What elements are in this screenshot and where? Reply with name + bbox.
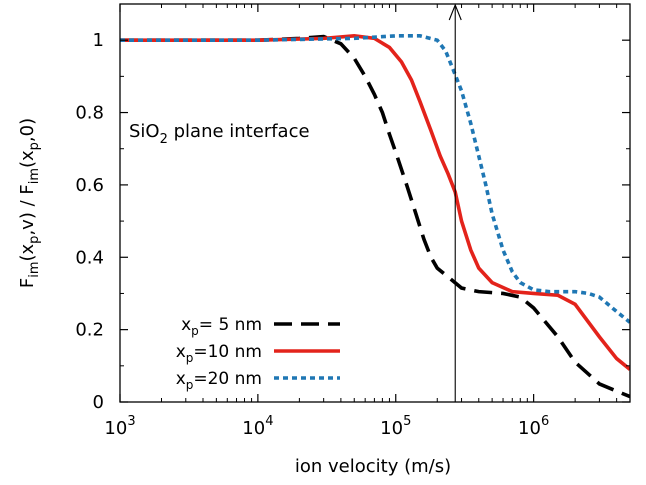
y-tick-label: 0.6	[75, 175, 104, 196]
series-line-1	[120, 34, 630, 399]
x-tick-label: 103	[104, 414, 135, 439]
legend-label-1: xp= 5 nm	[181, 315, 262, 338]
x-axis-title: ion velocity (m/s)	[295, 456, 451, 477]
y-tick-label: 0.8	[75, 103, 104, 124]
y-tick-label: 0.4	[75, 247, 104, 268]
series-line-3	[120, 34, 630, 324]
plot-frame	[119, 3, 631, 403]
vertical-marker-arrowhead	[448, 3, 462, 21]
tick-marks	[119, 3, 631, 403]
tick-labels: 0 0.2 0.4 0.6 0.8 1 103 104 105 106	[75, 30, 549, 439]
legend-label-2: xp=10 nm	[176, 342, 262, 365]
x-tick-label: 106	[518, 414, 549, 439]
series-line-2	[120, 34, 630, 371]
series-layer	[120, 34, 630, 399]
y-tick-label: 1	[93, 30, 104, 51]
legend: xp= 5 nm xp=10 nm xp=20 nm	[176, 315, 340, 392]
y-tick-label: 0	[93, 392, 104, 413]
vertical-marker	[448, 3, 462, 402]
x-tick-label: 105	[380, 414, 411, 439]
x-tick-label: 104	[242, 414, 273, 439]
y-axis-title: Fim(xp,v) / Fim(xp,0)	[17, 118, 42, 288]
annotation-label: SiO2 plane interface	[129, 121, 310, 147]
legend-label-3: xp=20 nm	[176, 369, 262, 392]
y-tick-label: 0.2	[75, 320, 104, 341]
